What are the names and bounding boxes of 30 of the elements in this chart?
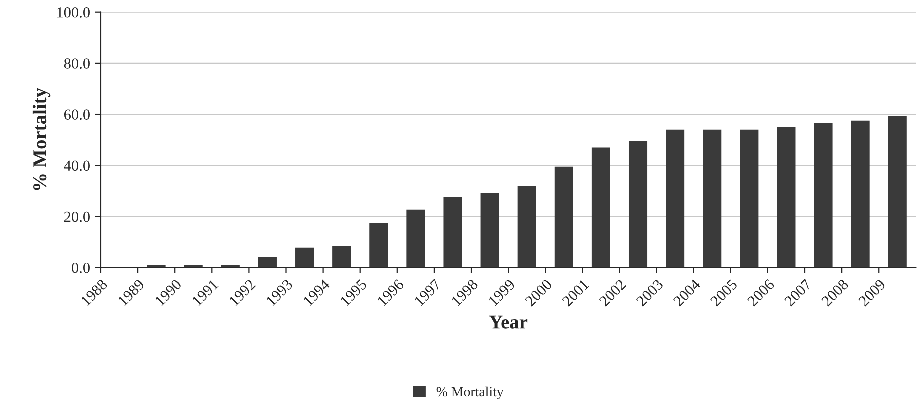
bar [444, 198, 462, 268]
legend-label: % Mortality [436, 386, 504, 400]
y-tick-label: 60.0 [64, 110, 90, 120]
bar [740, 130, 759, 268]
bar [370, 223, 388, 268]
bar [221, 265, 240, 268]
bar [554, 166, 574, 268]
bar [332, 246, 352, 268]
y-tick-label: 20.0 [64, 212, 90, 222]
bar [628, 141, 648, 268]
bar [480, 192, 500, 268]
y-tick-label: 100.0 [58, 8, 90, 18]
y-tick-label: 0.0 [72, 262, 90, 274]
bar [814, 122, 833, 268]
bar [777, 127, 796, 268]
bar [666, 130, 685, 268]
bar [592, 148, 610, 268]
bar [518, 186, 536, 268]
bar [406, 210, 426, 268]
bar [147, 265, 166, 268]
bar [258, 257, 277, 268]
y-tick-label: 40.0 [64, 160, 90, 172]
bar [888, 116, 907, 268]
bar [703, 130, 722, 268]
y-axis-title: % Mortality [32, 88, 51, 190]
bar [184, 265, 203, 268]
bar [851, 120, 870, 268]
x-axis-title: Year [489, 316, 528, 329]
bar [296, 248, 314, 268]
y-tick-label: 80.0 [64, 58, 90, 69]
